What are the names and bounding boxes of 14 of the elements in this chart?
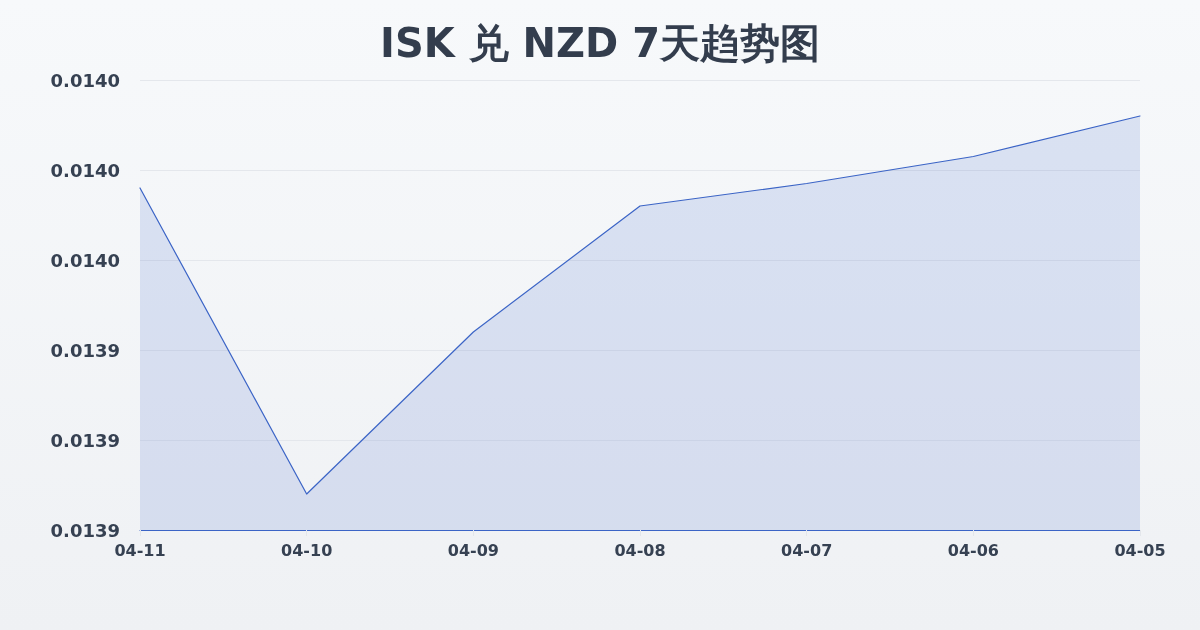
y-tick-label: 0.0139 bbox=[50, 519, 120, 541]
x-tick-label: 04-11 bbox=[114, 540, 166, 560]
x-tick-label: 04-07 bbox=[781, 540, 833, 560]
x-tick-label: 04-10 bbox=[281, 540, 333, 560]
x-tick-label: 04-08 bbox=[614, 540, 666, 560]
x-tick-label: 04-09 bbox=[447, 540, 499, 560]
y-tick-label: 0.0139 bbox=[50, 339, 120, 361]
y-tick-label: 0.0140 bbox=[50, 159, 120, 181]
x-tick-label: 04-06 bbox=[947, 540, 999, 560]
y-tick-label: 0.0139 bbox=[50, 429, 120, 451]
y-tick-label: 0.0140 bbox=[50, 69, 120, 91]
y-tick-label: 0.0140 bbox=[50, 249, 120, 271]
x-tick-label: 04-05 bbox=[1114, 540, 1166, 560]
chart-title: ISK 兑 NZD 7天趋势图 bbox=[380, 20, 820, 66]
